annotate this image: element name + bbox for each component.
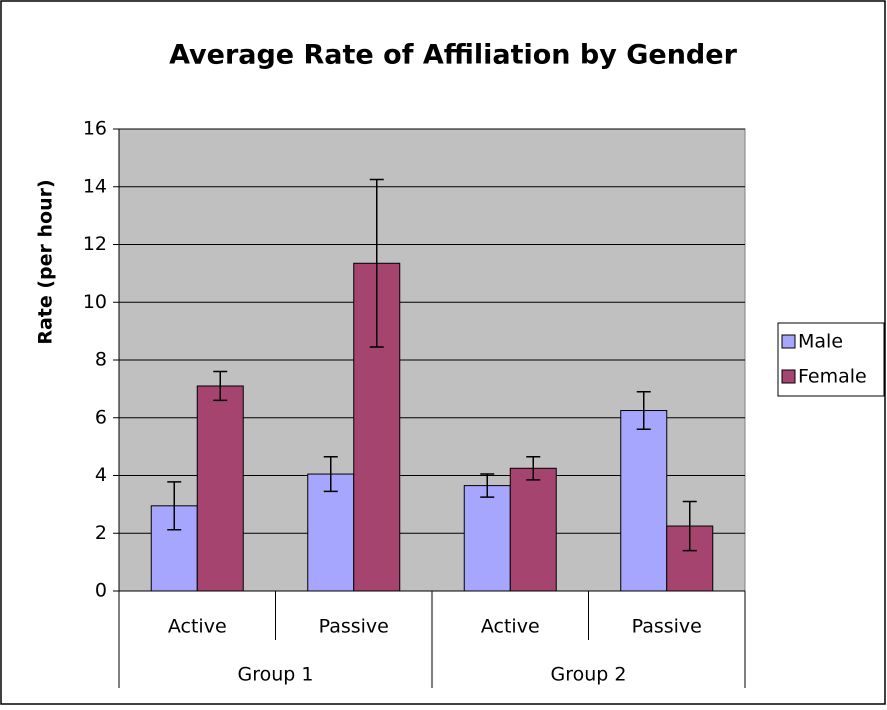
error-bar [682,500,697,552]
legend-swatch [781,334,796,349]
legend-box [777,322,885,397]
group-label: Group 1 [238,664,314,686]
chart-title: Average Rate of Affiliation by Gender [169,40,737,71]
y-tick-label: 6 [95,406,107,428]
error-bar [167,481,182,531]
legend-label: Male [798,331,843,353]
bar [196,385,244,592]
bar [307,473,355,592]
bar [463,485,511,592]
y-tick-label: 4 [95,464,107,486]
x-tick-label: Active [168,616,227,638]
x-tick-label: Passive [632,616,702,638]
bar [620,410,668,592]
y-tick-label: 0 [95,580,107,602]
error-bar [369,178,384,348]
error-bar [636,391,651,431]
y-tick-label: 14 [83,175,107,197]
y-axis-label: Rate (per hour) [35,179,57,344]
y-tick-label: 12 [83,233,107,255]
error-bar [213,370,228,402]
y-tick-label: 10 [83,291,107,313]
x-tick-label: Passive [319,616,389,638]
error-bar [526,455,541,481]
x-tick-label: Active [481,616,540,638]
legend-swatch [781,369,796,384]
y-tick-label: 8 [95,349,107,371]
y-tick-label: 2 [95,522,107,544]
error-bar [323,455,338,493]
group-label: Group 2 [551,664,627,686]
error-bar [480,473,495,498]
legend-label: Female [798,366,867,388]
y-tick-label: 16 [83,118,107,140]
bar [509,467,557,592]
